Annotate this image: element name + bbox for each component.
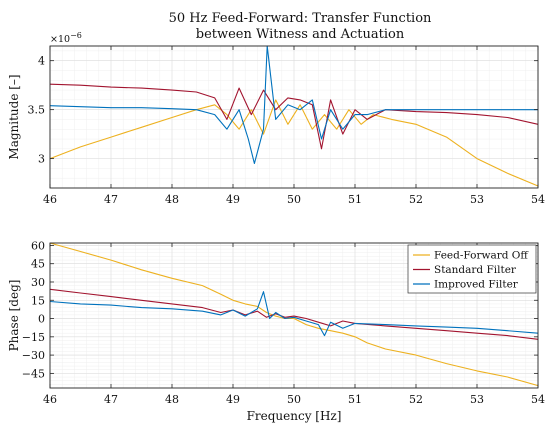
- x-tick-label: 48: [165, 193, 179, 206]
- y-tick-label: −15: [22, 331, 45, 344]
- y-tick-label: −45: [22, 367, 45, 380]
- y-tick-label: 30: [31, 276, 45, 289]
- chart-title-line1: 50 Hz Feed-Forward: Transfer Function: [169, 11, 432, 26]
- series-line-standard: [49, 288, 539, 340]
- x-axis-label: Frequency [Hz]: [247, 409, 342, 423]
- plot-panel-magnitude: 46 47 48 49 50 51 52 53 54 3 3.5 4 Magnitude [–] ×10−…: [7, 31, 545, 206]
- x-tick-label: 47: [104, 193, 118, 206]
- y-axis-label: Magnitude [–]: [7, 74, 21, 159]
- series-line-improved: [49, 291, 539, 337]
- x-tick-label: 52: [409, 193, 423, 206]
- x-tick-label: 51: [348, 193, 362, 206]
- x-tick-label: 51: [348, 393, 362, 406]
- x-tick-label: 47: [104, 393, 118, 406]
- x-tick-label: 54: [531, 193, 545, 206]
- y-tick-label: −30: [22, 349, 45, 362]
- legend: Feed-Forward Off Standard Filter Improved …: [407, 244, 537, 294]
- y-tick-label: 15: [31, 294, 45, 307]
- legend-label-improved: Improved Filter: [434, 279, 519, 291]
- x-tick-label: 49: [226, 393, 240, 406]
- x-tick-label: 52: [409, 393, 423, 406]
- y-tick-label: 45: [31, 258, 45, 271]
- chart-title-line2: between Witness and Actuation: [196, 27, 405, 42]
- legend-label-ff_off: Feed-Forward Off: [434, 250, 529, 262]
- x-tick-label: 46: [43, 193, 57, 206]
- y-tick-label: 3.5: [28, 104, 46, 117]
- x-tick-label: 49: [226, 193, 240, 206]
- y-tick-label: 60: [31, 239, 45, 252]
- plot-panel-phase: 46 47 48 49 50 51 52 53 54 60 45 30 15 0 −15 −30 −45 Phas…: [7, 239, 545, 423]
- series-line-ff_off: [49, 99, 539, 187]
- y-exponent-power: −6: [70, 31, 82, 40]
- series-line-improved: [49, 45, 538, 165]
- x-tick-label: 54: [531, 393, 545, 406]
- x-tick-label: 53: [470, 393, 484, 406]
- y-tick-label: 0: [38, 313, 45, 326]
- series-line-standard: [49, 83, 539, 150]
- x-tick-label: 50: [287, 193, 301, 206]
- y-tick-label: 4: [38, 55, 45, 68]
- series-line-ff_off: [49, 242, 539, 387]
- x-tick-label: 48: [165, 393, 179, 406]
- y-tick-label: 3: [38, 153, 45, 166]
- y-exponent-label: ×10−6: [50, 31, 82, 45]
- legend-label-standard: Standard Filter: [434, 264, 517, 276]
- y-axis-label: Phase [deg]: [7, 280, 21, 352]
- x-tick-label: 46: [43, 393, 57, 406]
- x-tick-label: 50: [287, 393, 301, 406]
- x-tick-label: 53: [470, 193, 484, 206]
